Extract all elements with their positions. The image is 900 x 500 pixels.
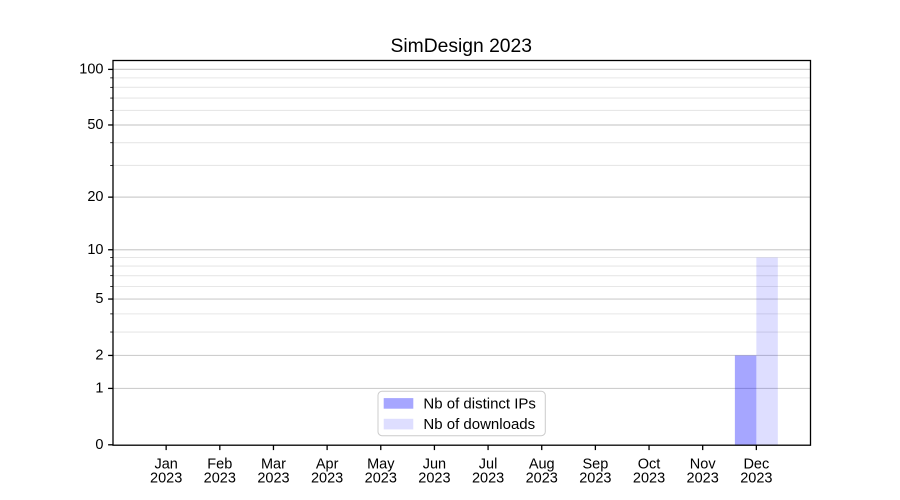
svg-text:100: 100	[79, 61, 103, 77]
svg-text:5: 5	[95, 291, 103, 307]
svg-text:2023: 2023	[365, 471, 397, 487]
svg-text:1: 1	[95, 380, 103, 396]
svg-text:2: 2	[95, 347, 103, 363]
svg-text:Apr: Apr	[316, 457, 339, 473]
svg-text:Oct: Oct	[638, 457, 661, 473]
svg-text:2023: 2023	[687, 471, 719, 487]
svg-text:2023: 2023	[740, 471, 772, 487]
svg-text:2023: 2023	[633, 471, 665, 487]
svg-text:20: 20	[87, 189, 103, 205]
svg-text:50: 50	[87, 117, 103, 133]
svg-text:Aug: Aug	[529, 457, 555, 473]
svg-text:2023: 2023	[418, 471, 450, 487]
svg-text:Sep: Sep	[582, 457, 608, 473]
svg-text:Nov: Nov	[690, 457, 717, 473]
svg-text:2023: 2023	[526, 471, 558, 487]
svg-text:Dec: Dec	[743, 457, 769, 473]
svg-text:May: May	[367, 457, 395, 473]
svg-text:2023: 2023	[257, 471, 289, 487]
svg-text:SimDesign 2023: SimDesign 2023	[391, 36, 532, 57]
svg-text:Nb of downloads: Nb of downloads	[423, 416, 535, 433]
svg-text:0: 0	[95, 437, 103, 453]
svg-text:Feb: Feb	[207, 457, 232, 473]
svg-text:2023: 2023	[311, 471, 343, 487]
svg-text:2023: 2023	[472, 471, 504, 487]
svg-text:Jun: Jun	[423, 457, 446, 473]
svg-text:2023: 2023	[204, 471, 236, 487]
svg-text:Jul: Jul	[479, 457, 498, 473]
svg-text:Mar: Mar	[261, 457, 286, 473]
svg-text:10: 10	[87, 242, 103, 258]
svg-text:Jan: Jan	[154, 457, 177, 473]
svg-text:2023: 2023	[150, 471, 182, 487]
svg-text:2023: 2023	[579, 471, 611, 487]
svg-text:Nb of distinct IPs: Nb of distinct IPs	[423, 396, 536, 413]
